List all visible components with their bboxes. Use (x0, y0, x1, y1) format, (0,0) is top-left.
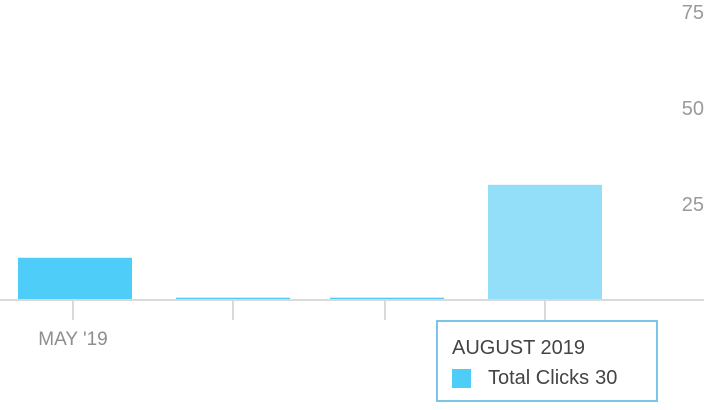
x-axis-ticks: MAY '19 (38, 300, 546, 350)
y-tick-label-25: 25 (682, 194, 704, 216)
tooltip-series-value: 30 (595, 367, 618, 389)
bars (18, 184, 602, 300)
tooltip-title: AUGUST 2019 (452, 337, 586, 359)
y-axis-tick-labels: 25 50 75 (682, 2, 704, 216)
y-tick-label-75: 75 (682, 2, 704, 24)
tooltip-series-row: Total Clicks 30 (452, 366, 642, 390)
tooltip-series-text: Total Clicks 30 (488, 366, 617, 390)
bar-4[interactable] (488, 184, 602, 300)
tooltip-series-label: Total Clicks (488, 367, 590, 389)
x-tick-label-1: MAY '19 (38, 329, 107, 350)
bar-3[interactable] (330, 297, 444, 300)
tooltip-series-swatch (452, 368, 471, 388)
y-tick-label-50: 50 (682, 98, 704, 120)
bar-tooltip: AUGUST 2019 Total Clicks 30 (436, 320, 658, 402)
bar-1[interactable] (18, 257, 132, 300)
bar-2[interactable] (176, 297, 290, 300)
